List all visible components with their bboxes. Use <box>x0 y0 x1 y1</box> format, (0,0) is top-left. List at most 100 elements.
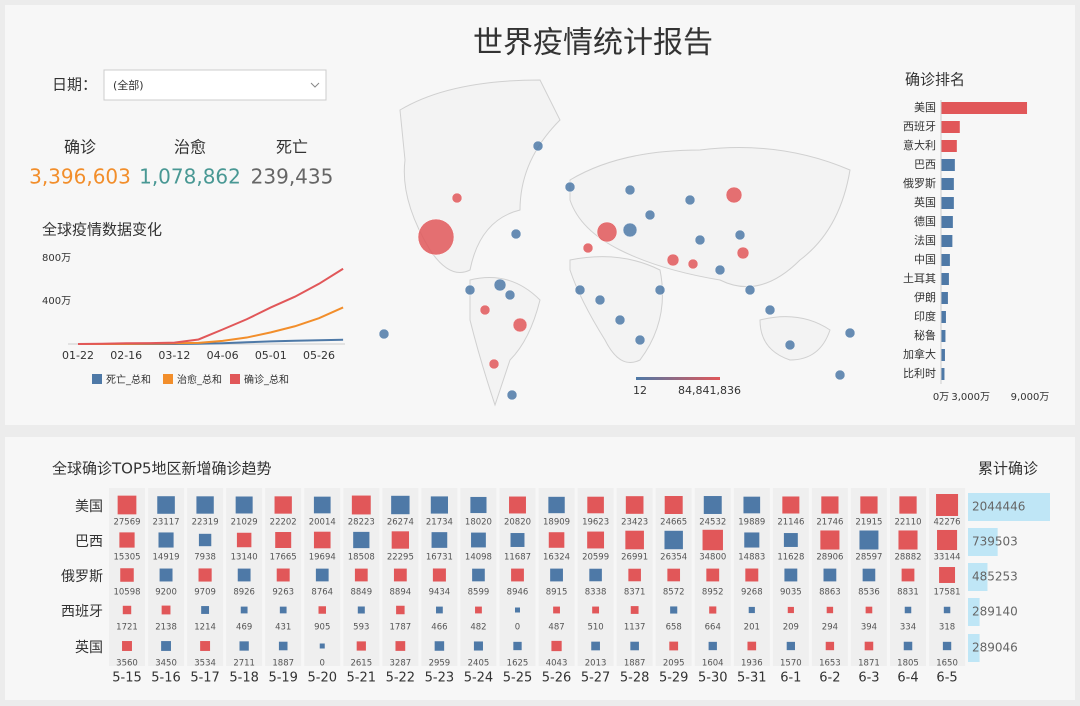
map-bubble <box>451 192 463 204</box>
square-mark <box>434 641 445 651</box>
square-mark <box>240 606 248 614</box>
value-label: 20014 <box>309 518 336 528</box>
value-label: 8894 <box>390 588 412 598</box>
value-label: 26274 <box>387 518 414 528</box>
square-mark <box>787 606 794 614</box>
square-mark <box>161 605 171 615</box>
value-label: 14883 <box>738 553 765 563</box>
square-mark <box>587 531 605 549</box>
square-mark <box>235 496 253 514</box>
row-label: 英国 <box>75 639 103 656</box>
square-mark <box>625 496 644 514</box>
value-label: 593 <box>353 623 369 633</box>
value-label: 8863 <box>819 588 841 598</box>
map-bubble <box>714 264 726 276</box>
square-mark <box>783 533 798 547</box>
value-label: 19694 <box>309 553 336 563</box>
value-label: 1653 <box>819 659 841 669</box>
x-tick-label: 0万 <box>933 392 949 403</box>
legend-label: 治愈_总和 <box>177 373 222 386</box>
value-label: 3560 <box>116 659 138 669</box>
value-label: 289046 <box>972 641 1018 655</box>
square-mark <box>898 530 918 550</box>
value-label: 9434 <box>429 588 451 598</box>
square-mark <box>201 606 210 614</box>
square-mark <box>820 530 840 550</box>
value-label: 13140 <box>231 553 258 563</box>
value-label: 487 <box>548 623 564 633</box>
y-tick-label: 400万 <box>42 296 71 307</box>
x-tick-label: 9,000万 <box>1011 392 1050 403</box>
square-mark <box>513 641 522 651</box>
x-tick-label: 03-12 <box>158 349 190 362</box>
square-mark <box>275 532 292 548</box>
bar <box>941 330 946 342</box>
value-label: 394 <box>861 623 877 633</box>
map-bubble <box>506 389 518 401</box>
square-mark <box>278 641 288 651</box>
square-mark <box>313 496 331 514</box>
square-mark <box>786 641 795 651</box>
value-label: 2615 <box>350 659 372 669</box>
square-mark <box>743 496 761 514</box>
bar <box>941 140 957 152</box>
square-mark <box>784 568 798 582</box>
value-label: 4043 <box>546 659 568 669</box>
square-mark <box>864 641 874 651</box>
map-bubble <box>574 284 586 296</box>
map-bubble <box>594 294 606 306</box>
square-mark <box>904 606 912 614</box>
value-label: 22202 <box>270 518 297 528</box>
square-mark <box>396 605 405 615</box>
row-label: 巴西 <box>75 534 103 550</box>
y-tick-label: 比利时 <box>903 367 936 380</box>
square-mark <box>198 568 212 582</box>
map-bubble <box>510 228 522 240</box>
value-label: 510 <box>587 623 603 633</box>
value-label: 1650 <box>936 659 958 669</box>
value-label: 8915 <box>546 588 568 598</box>
square-mark <box>748 606 755 614</box>
square-mark <box>937 529 958 551</box>
value-label: 658 <box>666 623 682 633</box>
color-legend-bar <box>636 377 720 380</box>
value-label: 485253 <box>972 570 1018 584</box>
square-mark <box>119 532 135 548</box>
value-label: 1887 <box>624 659 646 669</box>
square-mark <box>591 641 600 651</box>
square-mark <box>315 568 329 582</box>
map-bubble <box>464 284 476 296</box>
square-mark <box>274 496 292 514</box>
value-label: 21734 <box>426 518 453 528</box>
map-bubble <box>725 186 743 204</box>
filter-label: 日期： <box>52 76 97 94</box>
map-bubble <box>479 304 491 316</box>
square-mark <box>860 496 878 514</box>
square-mark <box>313 531 331 549</box>
map-bubble <box>834 369 846 381</box>
value-label: 21146 <box>777 518 804 528</box>
x-tick-label: 6-3 <box>858 671 879 686</box>
map-bubble <box>488 358 500 370</box>
square-mark <box>196 496 214 514</box>
value-label: 431 <box>275 623 291 633</box>
value-label: 8946 <box>507 588 529 598</box>
square-mark <box>702 529 723 551</box>
value-label: 28223 <box>348 518 375 528</box>
bar <box>968 528 998 556</box>
square-mark <box>943 606 951 614</box>
square-mark <box>510 533 525 547</box>
value-label: 2405 <box>468 659 490 669</box>
value-label: 26354 <box>660 553 687 563</box>
map-bubble <box>634 334 646 346</box>
square-mark <box>548 496 565 514</box>
x-tick-label: 5-23 <box>425 671 455 686</box>
x-tick-label: 5-16 <box>151 671 181 686</box>
value-label: 1787 <box>390 623 412 633</box>
x-tick-label: 04-06 <box>207 349 239 362</box>
value-label: 20820 <box>504 518 531 528</box>
square-mark <box>936 494 959 516</box>
filter-dropdown[interactable] <box>103 69 327 101</box>
x-tick-label: 6-5 <box>936 671 957 686</box>
value-label: 664 <box>705 623 721 633</box>
